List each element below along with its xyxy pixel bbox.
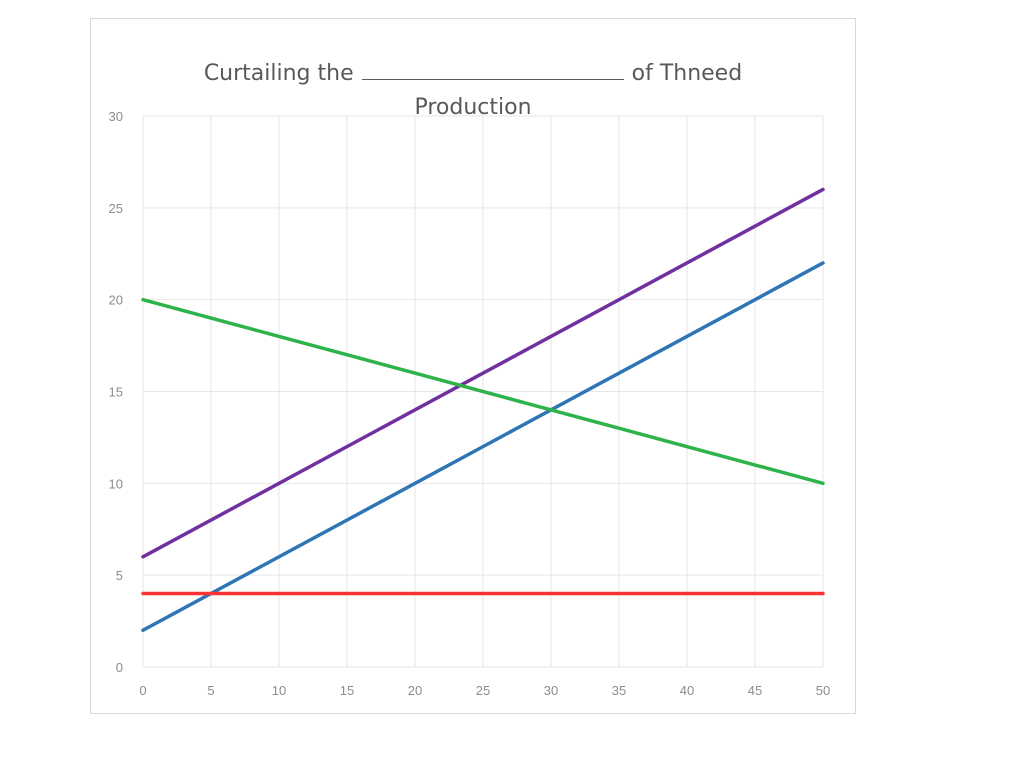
x-tick-label: 30 bbox=[544, 683, 558, 698]
series-line-3 bbox=[141, 297, 825, 486]
title-suffix: of Thneed bbox=[631, 61, 743, 86]
grid-lines bbox=[142, 115, 824, 668]
y-tick-label: 10 bbox=[109, 476, 123, 491]
x-tick-label: 50 bbox=[816, 683, 830, 698]
title-blank bbox=[361, 57, 624, 80]
y-tick-label: 15 bbox=[109, 385, 123, 400]
x-tick-label: 15 bbox=[340, 683, 354, 698]
y-tick-label: 0 bbox=[116, 660, 123, 675]
y-tick-label: 5 bbox=[116, 568, 123, 583]
x-tick-label: 20 bbox=[408, 683, 422, 698]
x-tick-label: 40 bbox=[680, 683, 694, 698]
x-tick-label: 35 bbox=[612, 683, 626, 698]
series-line-2 bbox=[141, 261, 825, 633]
x-tick-label: 25 bbox=[476, 683, 490, 698]
y-tick-label: 25 bbox=[109, 201, 123, 216]
y-tick-label: 30 bbox=[109, 109, 123, 124]
x-tick-label: 10 bbox=[272, 683, 286, 698]
x-tick-label: 45 bbox=[748, 683, 762, 698]
title-prefix: Curtailing the bbox=[203, 61, 354, 86]
x-tick-label: 5 bbox=[207, 683, 214, 698]
y-tick-label: 20 bbox=[109, 293, 123, 308]
series-line-1 bbox=[141, 187, 825, 559]
series-lines bbox=[141, 187, 825, 633]
chart-title-line1: Curtailing the of Thneed bbox=[91, 57, 855, 91]
x-tick-label: 0 bbox=[139, 683, 146, 698]
y-axis-ticks: 0 5 10 15 20 25 30 bbox=[109, 109, 123, 675]
x-axis-ticks: 0 5 10 15 20 25 30 35 40 45 50 bbox=[139, 683, 830, 698]
